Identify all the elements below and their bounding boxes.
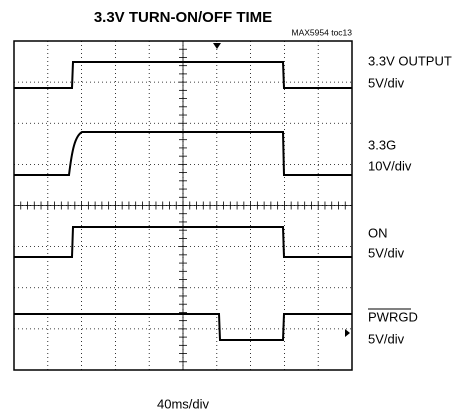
timebase: 40ms/div	[157, 396, 210, 411]
level-marker	[345, 329, 350, 337]
trigger-marker	[213, 43, 221, 49]
part-label: MAX5954 toc13	[292, 27, 353, 37]
title: 3.3V TURN-ON/OFF TIME	[94, 9, 272, 26]
trace-on	[14, 226, 352, 258]
channel-name: 3.3G	[368, 137, 396, 152]
trace-output	[14, 61, 352, 89]
channel-scale: 5V/div	[368, 75, 405, 90]
channel-name: 3.3V OUTPUT	[368, 53, 452, 68]
channel-name: PWRGD	[368, 309, 418, 324]
channel-scale: 5V/div	[368, 245, 405, 260]
graticule	[13, 40, 353, 371]
trace-gate	[14, 131, 352, 176]
channel-scale: 5V/div	[368, 331, 405, 346]
channel-scale: 10V/div	[368, 158, 412, 173]
channel-name: ON	[368, 225, 388, 240]
trace-pwrgd	[14, 313, 352, 341]
